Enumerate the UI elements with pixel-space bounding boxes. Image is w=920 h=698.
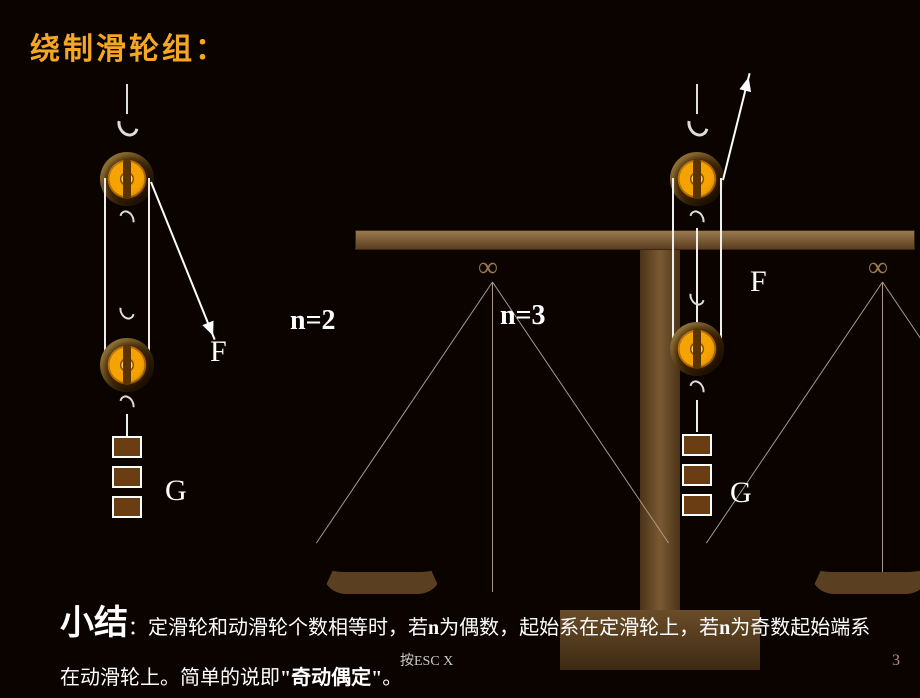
weight-block: [682, 464, 712, 486]
hook-icon: [116, 208, 137, 231]
force-arrow: [150, 182, 216, 340]
summary-p0: ：定滑轮和动滑轮个数相等时，若: [128, 617, 428, 639]
moving-pulley: [100, 338, 154, 392]
hook-icon: [116, 300, 137, 323]
moving-pulley: [670, 322, 724, 376]
hook-icon: [686, 378, 707, 401]
footer-hint: 按ESC X: [400, 650, 453, 670]
hook-icon: [113, 110, 142, 141]
rope: [104, 178, 106, 364]
stand-beam: [355, 230, 915, 250]
summary-text: 小结：定滑轮和动滑轮个数相等时，若n为偶数，起始系在定滑轮上，若n为奇数起始端系…: [60, 590, 890, 698]
rope: [672, 178, 674, 350]
hook-icon: [683, 110, 712, 141]
ceiling-rope: [696, 84, 698, 114]
force-arrow: [722, 73, 751, 180]
hook-icon: [686, 208, 707, 231]
fixed-pulley: [100, 152, 154, 206]
rope: [696, 400, 698, 432]
chain: [316, 282, 493, 544]
summary-lead: 小结: [60, 605, 128, 642]
weight-block: [112, 466, 142, 488]
rope: [148, 178, 150, 364]
summary-p6: 。: [382, 667, 402, 689]
n-label-right: n=3: [500, 300, 546, 332]
weight-block: [682, 434, 712, 456]
rope: [696, 228, 698, 328]
force-label-right: F: [750, 265, 767, 299]
hanger-left-icon: ∞: [478, 252, 498, 284]
rope: [126, 414, 128, 438]
chain: [882, 282, 883, 592]
weight-label-right: G: [730, 476, 752, 510]
summary-q: "奇动偶定": [280, 667, 382, 689]
n-label-left: n=2: [290, 305, 336, 337]
page-number: 3: [892, 652, 900, 670]
chain: [882, 282, 920, 544]
fixed-pulley: [670, 152, 724, 206]
force-label-left: F: [210, 335, 227, 369]
summary-n2: n: [719, 617, 730, 639]
chain: [492, 282, 493, 592]
rope: [720, 178, 722, 350]
weight-block: [112, 436, 142, 458]
weight-block: [112, 496, 142, 518]
hook-icon: [116, 393, 137, 416]
slide-title: 绕制滑轮组：: [30, 24, 228, 68]
hanger-right-icon: ∞: [868, 252, 888, 284]
weight-label-left: G: [165, 474, 187, 508]
ceiling-rope: [126, 84, 128, 114]
weight-block: [682, 494, 712, 516]
summary-n1: n: [428, 617, 439, 639]
summary-p2: 为偶数，起始系在定滑轮上，若: [439, 617, 719, 639]
hook-icon: [686, 286, 707, 309]
